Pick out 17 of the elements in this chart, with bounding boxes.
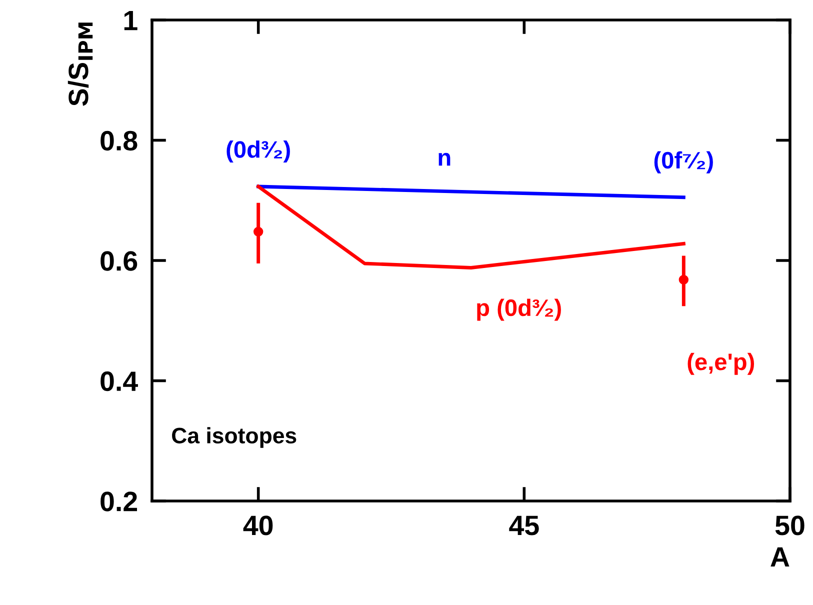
x-tick-label: 40 (243, 516, 273, 536)
y-tick-label: 1 (124, 10, 138, 30)
y-tick-label: 0.6 (100, 251, 138, 271)
annotation: (0d³⁄₂) (226, 140, 290, 162)
y-tick-label: 0.8 (100, 130, 138, 151)
x-tick-label: 50 (775, 516, 804, 536)
x-axis-title: A (770, 547, 790, 566)
series-label: n (438, 152, 450, 166)
text: (e,e'p) (688, 352, 754, 375)
y-tick-label: 0.2 (100, 492, 137, 512)
annotation: Ca isotopes (172, 427, 296, 448)
series-label: p (0d³⁄₂) (477, 298, 561, 321)
x-tick-label: 45 (509, 516, 539, 536)
line-series (256, 184, 686, 270)
annotation: (0f⁷⁄₂) (654, 151, 713, 174)
y-axis-title: S/S$_{IPM}$ (68, 22, 93, 106)
y-tick-label: 0.4 (100, 371, 138, 392)
